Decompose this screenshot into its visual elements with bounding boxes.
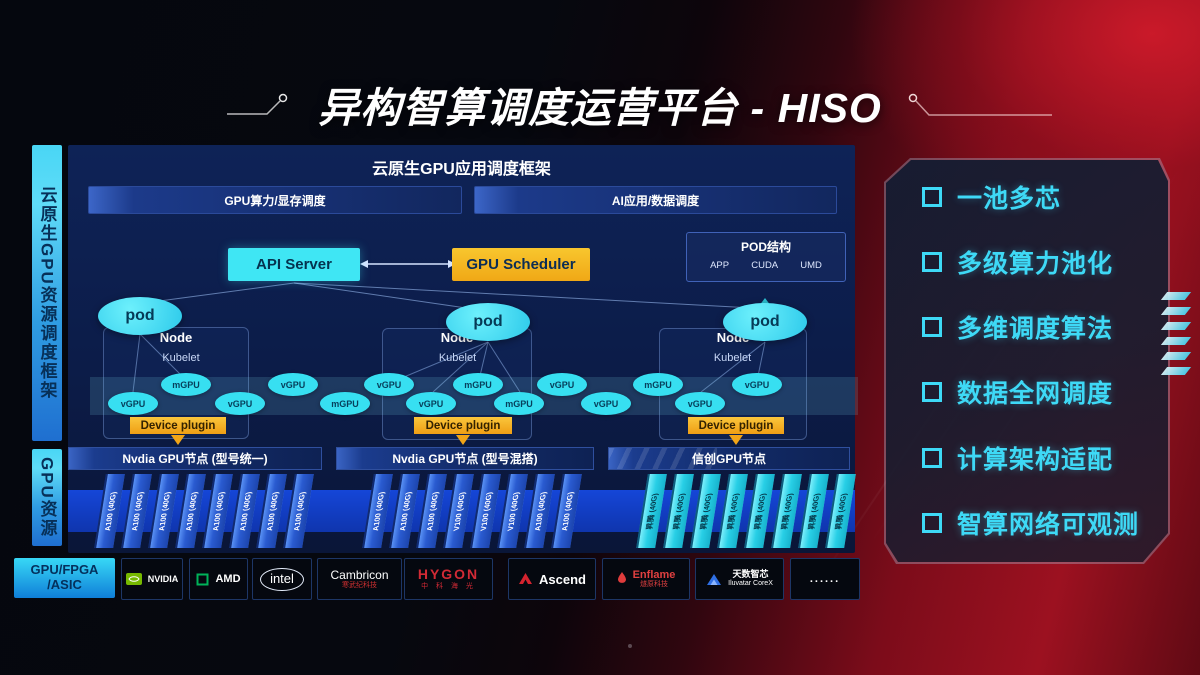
feature-label: 计算架构适配 xyxy=(957,446,1114,474)
down-arrow-icon xyxy=(456,435,470,445)
gpu-scheduler-box: GPU Scheduler xyxy=(452,248,590,281)
ascend-icon xyxy=(519,572,533,584)
pod-structure-item: APP xyxy=(710,260,730,271)
stripe-decor xyxy=(1160,307,1192,315)
gpu-ellipse: mGPU xyxy=(494,392,544,415)
vendor-box-more: ...... xyxy=(790,558,860,600)
vendor-box-hygon: HYGON 中 科 海 光 xyxy=(404,558,493,600)
pod-structure-title: POD结构 xyxy=(740,240,791,254)
vendor-box-iluvatar: 天数智芯 Iluvatar CoreX xyxy=(695,558,784,600)
gpu-ellipse: vGPU xyxy=(268,373,318,396)
stripe-decor xyxy=(1160,292,1192,300)
amd-icon xyxy=(196,573,209,585)
stripe-decor xyxy=(1160,352,1192,360)
pod-structure-item: UMD xyxy=(800,260,822,271)
vendor-box-cambricon: Cambricon 寒武纪科技 xyxy=(317,558,402,600)
node-header: Nvdia GPU节点 (型号统一) xyxy=(68,447,322,470)
stripe-texture xyxy=(609,448,717,469)
vendor-box-enflame: Enflame 燧原科技 xyxy=(602,558,690,600)
kubelet-label: Kubelet xyxy=(438,352,477,364)
checkbox-icon xyxy=(922,513,942,533)
ellipsis-label: ...... xyxy=(809,573,841,585)
gpu-ellipse: mGPU xyxy=(320,392,370,415)
device-plugin-box: Device plugin xyxy=(688,417,784,434)
feature-item: 智算网络可观测 xyxy=(922,508,1140,539)
vendor-box-amd: AMD xyxy=(189,558,248,600)
checkbox-icon xyxy=(922,252,942,272)
feature-label: 数据全网调度 xyxy=(957,380,1114,408)
feature-item: 多级算力池化 xyxy=(922,247,1114,278)
page-title: 异构智算调度运营平台 - HISO xyxy=(318,85,882,131)
lane-ai-app: AI应用/数据调度 xyxy=(474,186,837,214)
device-plugin-box: Device plugin xyxy=(414,417,512,434)
gpu-ellipse: vGPU xyxy=(581,392,631,415)
circuit-node-right-icon xyxy=(908,93,1052,116)
kubelet-label: Kubelet xyxy=(713,352,752,364)
gpu-ellipse: vGPU xyxy=(364,373,414,396)
feature-label: 一池多芯 xyxy=(957,185,1062,213)
gpu-ellipse: mGPU xyxy=(633,373,683,396)
gpu-ellipse: vGPU xyxy=(537,373,587,396)
node-label: Node xyxy=(159,330,193,345)
feature-item: 数据全网调度 xyxy=(922,377,1114,408)
gpu-ellipse: vGPU xyxy=(675,392,725,415)
intel-logo: intel xyxy=(260,567,304,591)
pod-ellipse: pod xyxy=(98,297,182,335)
lane-gpu-compute: GPU算力/显存调度 xyxy=(88,186,462,214)
node-header-label: 信创GPU节点 xyxy=(691,452,766,466)
gpu-ellipse: vGPU xyxy=(732,373,782,396)
sidebar-gpu-resource-label: GPU资源 xyxy=(32,449,62,546)
node-header: 信创GPU节点 xyxy=(608,447,850,470)
stripe-decor xyxy=(1160,367,1192,375)
checkbox-icon xyxy=(922,187,942,207)
nvidia-icon xyxy=(125,573,142,585)
hardware-types-box: GPU/FPGA /ASIC xyxy=(14,558,115,598)
pod-structure-item: CUDA xyxy=(751,260,779,271)
iluvatar-icon xyxy=(707,573,722,585)
gpu-ellipse: vGPU xyxy=(406,392,456,415)
vendor-box-nvidia: NVIDIA xyxy=(121,558,183,600)
kubelet-label: Kubelet xyxy=(162,352,200,364)
feature-item: 计算架构适配 xyxy=(922,443,1114,474)
checkbox-icon xyxy=(922,317,942,337)
pod-ellipse: pod xyxy=(723,303,807,341)
vendor-box-intel: intel xyxy=(252,558,312,600)
feature-label: 多维调度算法 xyxy=(957,315,1114,343)
feature-panel xyxy=(886,160,1168,562)
feature-item: 多维调度算法 xyxy=(922,312,1114,343)
node-header: Nvdia GPU节点 (型号混搭) xyxy=(336,447,594,470)
vendor-box-ascend: Ascend xyxy=(508,558,596,600)
decor-dot xyxy=(628,644,632,648)
device-plugin-box: Device plugin xyxy=(130,417,226,434)
down-arrow-icon xyxy=(729,435,743,445)
stripe-decor xyxy=(1160,322,1192,330)
framework-header: 云原生GPU应用调度框架 xyxy=(372,161,551,178)
gpu-ellipse: mGPU xyxy=(161,373,211,396)
gpu-ellipse: vGPU xyxy=(215,392,265,415)
pod-ellipse: pod xyxy=(446,303,530,341)
down-arrow-icon xyxy=(171,435,185,445)
gpu-ellipse: vGPU xyxy=(108,392,158,415)
gpu-ellipse: mGPU xyxy=(453,373,503,396)
stripe-decor xyxy=(1160,337,1192,345)
sidebar-framework-label: 云原生GPU资源调度框架 xyxy=(32,145,62,441)
enflame-flame-icon xyxy=(617,572,626,583)
feature-item: 一池多芯 xyxy=(922,182,1062,213)
pod-structure-box: POD结构 APP CUDA UMD xyxy=(686,232,846,282)
checkbox-icon xyxy=(922,448,942,468)
api-server-box: API Server xyxy=(228,248,360,281)
feature-label: 智算网络可观测 xyxy=(957,511,1140,539)
checkbox-icon xyxy=(922,382,942,402)
circuit-node-left-icon xyxy=(227,93,288,115)
feature-label: 多级算力池化 xyxy=(957,250,1114,278)
